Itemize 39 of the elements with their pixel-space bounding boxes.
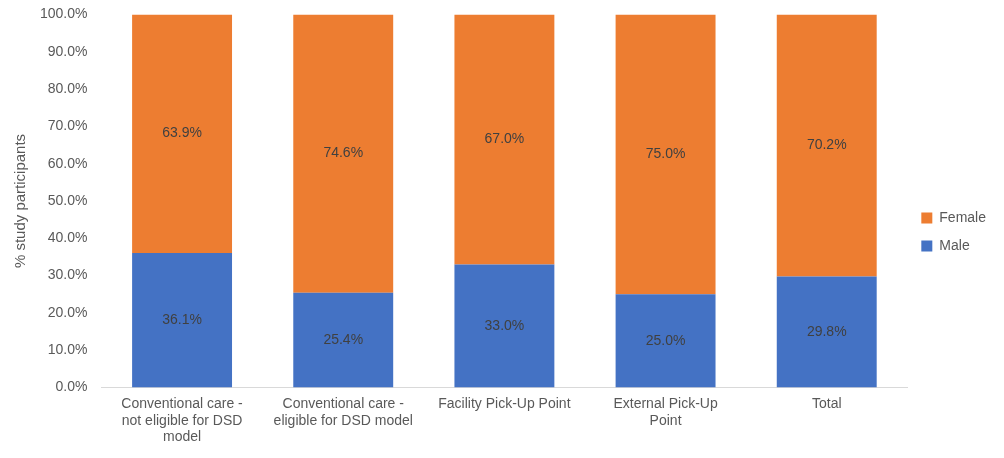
x-tick-label: Conventional care - not eligible for DSD model [121,394,244,445]
data-label: 25.0% [645,331,686,348]
x-tick-label: Conventional care - eligible for DSD model [273,394,413,428]
y-tick-label: 10.0% [47,341,88,358]
data-label: 74.6% [323,144,364,161]
y-tick-label: 60.0% [47,154,88,171]
x-tick-label: Facility Pick-Up Point [438,394,571,411]
legend-label: Male [939,236,970,253]
bar [293,14,394,293]
bar [132,252,233,388]
y-tick-label: 90.0% [47,42,88,59]
y-tick-label: 30.0% [47,266,88,283]
x-tick-label: External Pick-Up Point [613,394,718,428]
y-axis-title: % study participants [11,133,29,269]
data-label: 75.0% [645,145,686,162]
data-label: 70.2% [806,136,847,153]
bar [454,14,555,265]
y-tick-label: 50.0% [47,191,88,208]
bar [132,14,233,253]
x-tick-label: Total [811,394,842,411]
y-tick-label: 20.0% [47,303,88,320]
bar [776,14,877,277]
data-label: 25.4% [323,331,364,348]
y-tick-label: 80.0% [47,79,88,96]
y-tick-label: 70.0% [47,117,88,134]
data-label: 29.8% [806,322,847,339]
data-label: 67.0% [484,130,525,147]
data-label: 36.1% [162,311,202,328]
bar [293,292,394,388]
bar [615,294,716,388]
bar [615,14,716,295]
bar [454,264,555,388]
y-tick-label: 0.0% [55,378,88,395]
data-label: 33.0% [484,316,525,333]
data-label: 63.9% [162,124,202,141]
legend-label: Female [939,208,987,225]
y-tick-label: 40.0% [47,229,88,246]
bar [776,276,877,388]
y-tick-label: 100.0% [40,5,88,22]
